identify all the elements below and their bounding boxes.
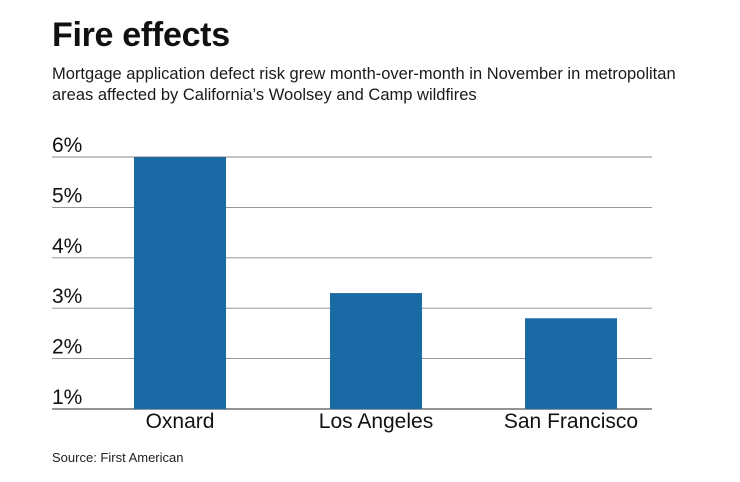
y-tick-label: 2%: [52, 336, 82, 359]
chart-subtitle: Mortgage application defect risk grew mo…: [52, 65, 676, 104]
y-tick-label: 3%: [52, 285, 82, 308]
bar-oxnard: [134, 157, 226, 409]
x-tick-label: Oxnard: [146, 410, 215, 433]
y-tick-label: 4%: [52, 235, 82, 258]
bars: [134, 157, 617, 409]
bar-los-angeles: [330, 293, 422, 409]
y-tick-label: 6%: [52, 134, 82, 157]
bar-san-francisco: [525, 318, 617, 409]
chart-title: Fire effects: [52, 16, 230, 54]
x-tick-label: San Francisco: [504, 410, 638, 433]
x-axis-ticks: Oxnard Los Angeles San Francisco: [146, 410, 639, 433]
y-tick-label: 1%: [52, 386, 82, 409]
source-note: Source: First American: [52, 450, 184, 465]
y-axis-ticks: 1% 2% 3% 4% 5% 6%: [52, 134, 82, 409]
x-tick-label: Los Angeles: [319, 410, 433, 433]
y-tick-label: 5%: [52, 184, 82, 207]
